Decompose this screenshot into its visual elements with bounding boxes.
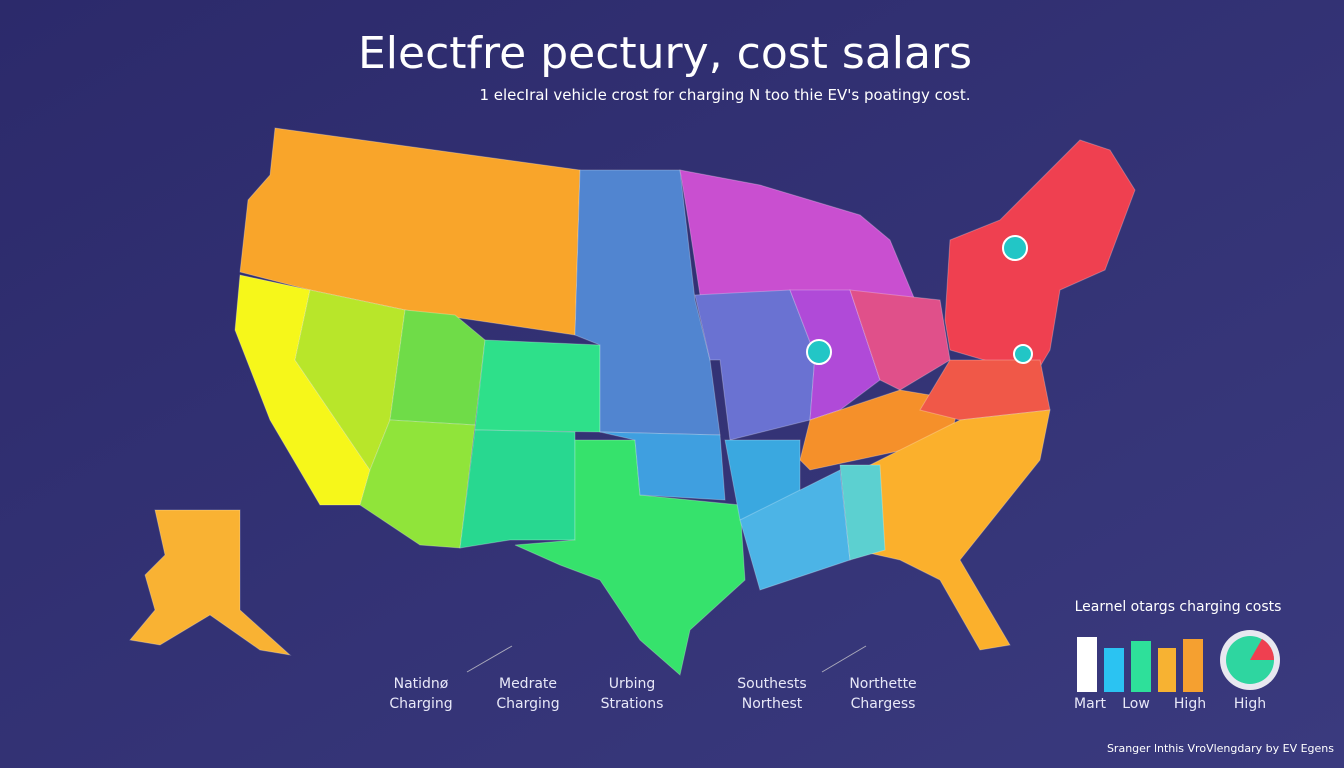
legend-swatch: [1183, 639, 1203, 692]
legend-swatch: [1131, 641, 1151, 692]
us-map: [129, 127, 1136, 676]
region-utah: [389, 309, 486, 426]
legend-label: High: [1234, 696, 1266, 712]
region-ohio-valley: [849, 289, 951, 391]
region-colorado: [474, 339, 601, 433]
legend-label: High: [1174, 696, 1206, 712]
legend-label: Low: [1122, 696, 1150, 712]
region-label: Urbing: [609, 676, 656, 692]
subtitle: 1 elecIral vehicle crost for charging N …: [479, 86, 970, 104]
legend-dial: [1250, 639, 1275, 660]
region-label: Northest: [742, 696, 803, 712]
footer: Sranger lnthis VroVlengdary by EV Egens: [1107, 742, 1334, 755]
region-virginia: [919, 359, 1051, 421]
legend: Learnel otargs charging costs Mart Low Hig…: [1074, 599, 1281, 712]
pointer-line: [466, 645, 867, 673]
legend-label: Mart: [1074, 696, 1106, 712]
region-label: Strations: [601, 696, 664, 712]
region-new-mexico: [459, 429, 576, 549]
region-label: Charging: [496, 696, 559, 712]
legend-title: Learnel otargs charging costs: [1075, 599, 1282, 615]
region-alabama: [839, 464, 886, 561]
charging-pin: [806, 235, 1033, 365]
region-label: Chargess: [851, 696, 916, 712]
region-oklahoma: [599, 431, 726, 501]
legend-swatch: [1158, 648, 1176, 692]
legend-swatch: [1077, 637, 1097, 692]
region-label: Natidnø: [394, 676, 449, 692]
legend-swatch: [1104, 648, 1124, 692]
region-label: Southests: [737, 676, 806, 692]
region-label: Charging: [389, 696, 452, 712]
region-alaska: [129, 509, 292, 656]
region-label: Northette: [849, 676, 916, 692]
title: Electfre pectury, cost salars: [358, 28, 972, 79]
region-label: Medrate: [499, 676, 557, 692]
region-labels: Natidnø Charging Medrate Charging Urbing Stra…: [389, 676, 916, 712]
region-arizona: [359, 419, 476, 549]
